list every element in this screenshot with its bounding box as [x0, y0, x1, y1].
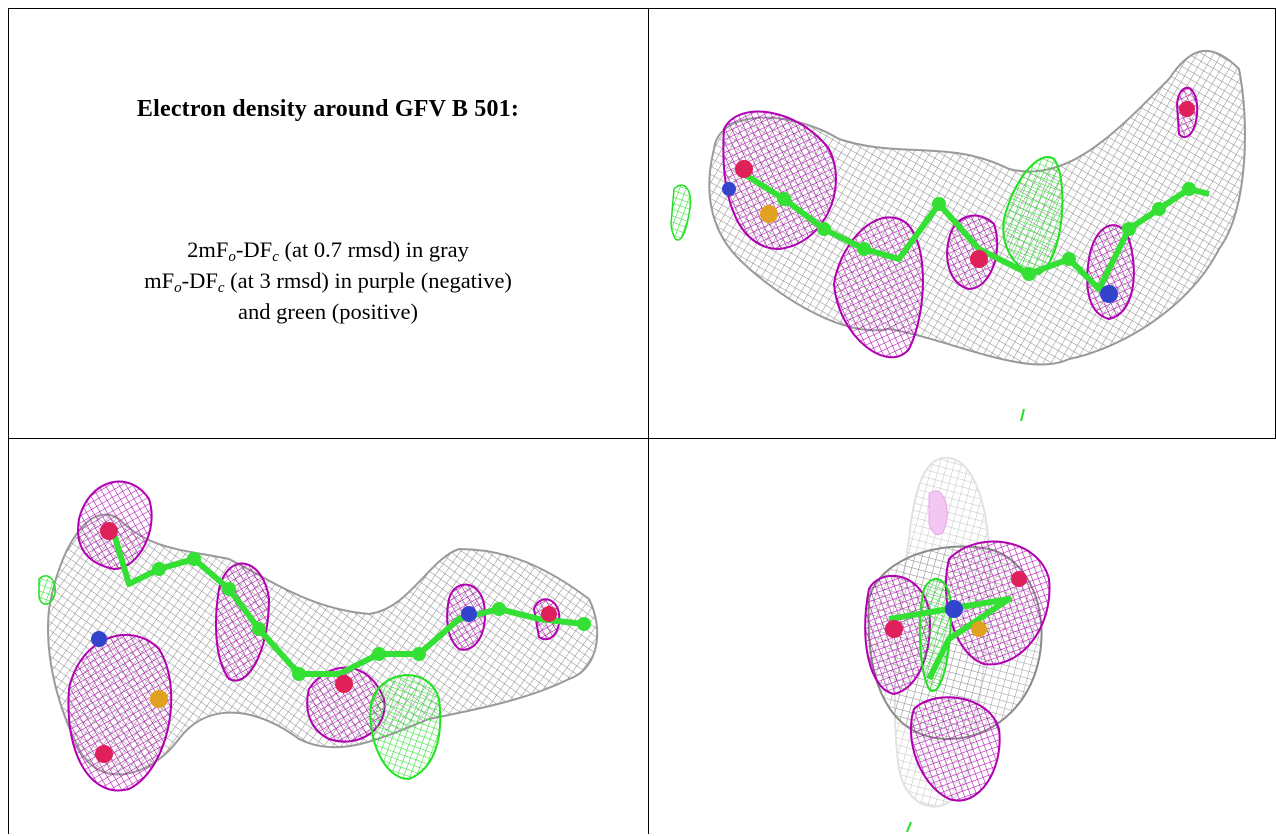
sulfur-atom — [150, 690, 168, 708]
legend-line-2fofc: 2mFo-DFc (at 0.7 rmsd) in gray — [187, 237, 469, 265]
density-view-top-right — [649, 9, 1275, 438]
nitrogen-atom — [91, 631, 107, 647]
oxygen-atom — [1011, 571, 1027, 587]
stray-mesh — [1020, 408, 1025, 422]
oxygen-atom — [735, 160, 753, 178]
density-view-bottom-left — [9, 439, 648, 834]
density-render-top-right — [670, 50, 1246, 422]
sulfur-atom — [971, 621, 987, 637]
figure-table: Electron density around GFV B 501: 2mFo-… — [8, 8, 1276, 834]
density-render-bottom-right — [864, 456, 1051, 833]
positive-density-2 — [670, 184, 691, 241]
nitrogen-atom — [461, 606, 477, 622]
ligand-atoms — [152, 552, 591, 681]
density-view-bottom-right — [649, 439, 1275, 834]
oxygen-atom — [100, 522, 118, 540]
negative-density-3 — [909, 696, 1001, 802]
caption-title: Electron density around GFV B 501: — [136, 96, 520, 122]
caption-cell: Electron density around GFV B 501: 2mFo-… — [8, 8, 648, 438]
positive-density-1 — [1002, 156, 1064, 276]
oxygen-atom — [335, 675, 353, 693]
ligand-sticks — [888, 596, 1012, 681]
nitrogen-atom — [722, 182, 736, 196]
ligand-atoms — [777, 182, 1196, 281]
nitrogen-atom — [1100, 285, 1118, 303]
table-border-left — [8, 8, 9, 834]
negative-density-faint — [928, 490, 948, 536]
oxygen-atom — [95, 745, 113, 763]
negative-density-3 — [946, 214, 999, 291]
oxygen-atom — [885, 620, 903, 638]
legend-line-fofc: mFo-DFc (at 3 rmsd) in purple (negative) — [144, 268, 512, 296]
table-border-center — [648, 8, 649, 834]
sulfur-atom — [760, 205, 778, 223]
table-border-top — [8, 8, 1276, 9]
table-border-middle — [8, 438, 1276, 439]
stray-mesh — [906, 821, 912, 833]
oxygen-atom — [1179, 101, 1195, 117]
density-render-bottom-left — [38, 480, 599, 792]
positive-density-1 — [369, 674, 442, 781]
positive-density-2 — [38, 575, 56, 605]
gray-density-mesh — [47, 513, 599, 776]
legend-line-colors: and green (positive) — [238, 299, 418, 324]
oxygen-atom — [541, 606, 557, 622]
oxygen-atom — [970, 250, 988, 268]
nitrogen-atom — [945, 600, 963, 618]
caption-legend: 2mFo-DFc (at 0.7 rmsd) in gray mFo-DFc (… — [8, 234, 648, 327]
negative-density-2 — [67, 633, 173, 792]
